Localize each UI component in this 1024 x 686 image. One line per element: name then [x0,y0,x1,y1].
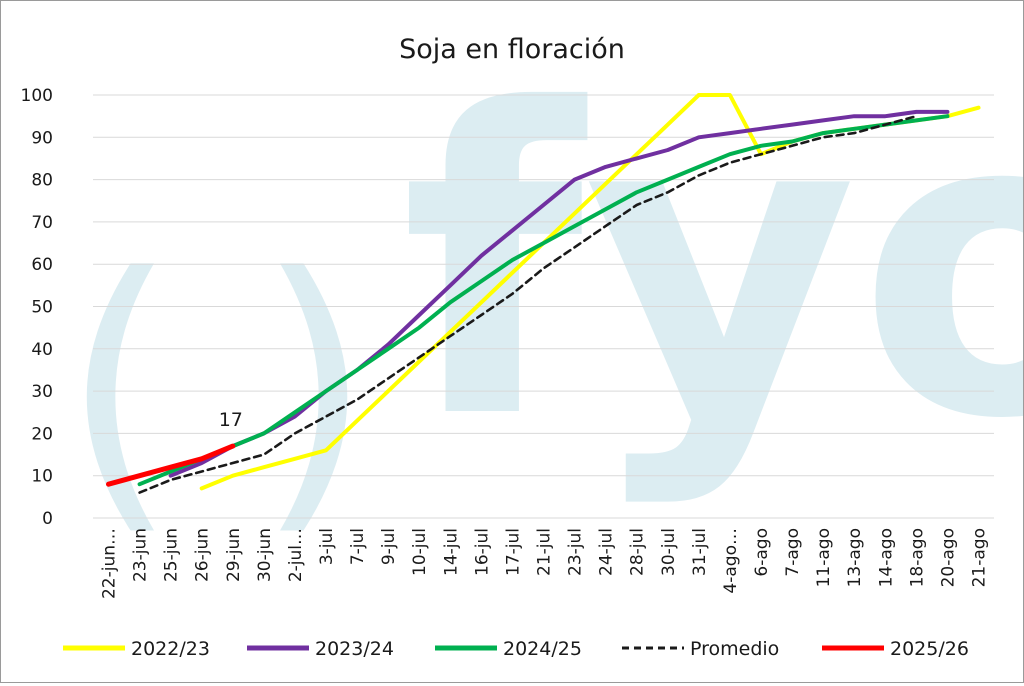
x-tick-label: 29-jun [224,528,244,582]
watermark-paren: ( [61,213,178,562]
x-tick-label: 24-jul [597,528,617,576]
x-tick-label: 9-jul [379,528,399,565]
x-tick-label: 16-jul [472,528,492,576]
gridlines [93,94,994,519]
x-tick-label: 26-jun [193,528,213,582]
y-tick-label: 30 [31,382,53,402]
x-tick-label: 14-jul [441,528,461,576]
x-tick-label: 25-jun [162,528,182,582]
y-tick-label: 80 [31,171,53,191]
x-tick-label: 17-jul [503,528,523,576]
x-tick-label: 10-jul [410,528,430,576]
y-tick-label: 70 [31,213,53,233]
series-lines [106,93,981,494]
x-tick-label: 6-ago [752,528,772,577]
x-tick-label: 7-jul [348,528,368,565]
y-tick-label: 0 [42,509,53,529]
watermark-paren-close: ) [256,213,373,562]
y-tick-label: 90 [31,128,53,148]
x-tick-label: 23-jul [566,528,586,576]
x-tick-label: 30-jul [659,528,679,576]
y-tick-label: 100 [21,86,53,106]
watermark-logo: () fyo [61,22,1024,562]
chart-title: Soja en floración [399,34,625,65]
legend-label: 2022/23 [131,638,210,660]
x-tick-label: 22-jun… [100,528,120,599]
y-tick-label: 20 [31,424,53,444]
y-tick-label: 10 [31,467,53,487]
annotations: 17 [219,409,243,431]
y-tick-label: 50 [31,298,53,318]
x-axis-ticks: 22-jun… 23-jun 25-jun 26-jun 29-jun 30-jun 2-j… [100,528,990,599]
y-axis-ticks: 0 10 20 30 40 50 60 70 80 90 100 [21,86,53,529]
y-tick-label: 40 [31,340,53,360]
x-tick-label: 21-jul [535,528,555,576]
x-tick-label: 20-ago [938,528,958,587]
x-tick-label: 28-jul [628,528,648,576]
x-tick-label: 18-ago [907,528,927,587]
series-line-2024-25 [137,114,950,487]
series-line-2023-24 [168,109,950,478]
x-tick-label: 30-jun [255,528,275,582]
data-label: 17 [219,409,243,431]
x-tick-label: 11-ago [814,528,834,587]
x-tick-label: 2-jul… [286,528,306,582]
y-tick-label: 60 [31,255,53,275]
legend-label: 2023/24 [315,638,394,660]
legend-label: Promedio [690,638,779,660]
x-tick-label: 3-jul [317,528,337,565]
x-tick-label: 4-ago… [721,528,741,594]
legend-label: 2025/26 [890,638,969,660]
x-tick-label: 23-jun [131,528,151,582]
x-tick-label: 14-ago [876,528,896,587]
x-tick-label: 13-ago [845,528,865,587]
x-tick-label: 21-ago [969,528,989,587]
x-tick-label: 7-ago [783,528,803,577]
legend: 2022/23 2023/24 2024/25 Promedio 2025/26 [63,638,969,660]
series-line-2025-26 [106,443,236,487]
x-tick-label: 31-jul [690,528,710,576]
legend-label: 2024/25 [503,638,582,660]
series-line-promedio [138,114,918,494]
